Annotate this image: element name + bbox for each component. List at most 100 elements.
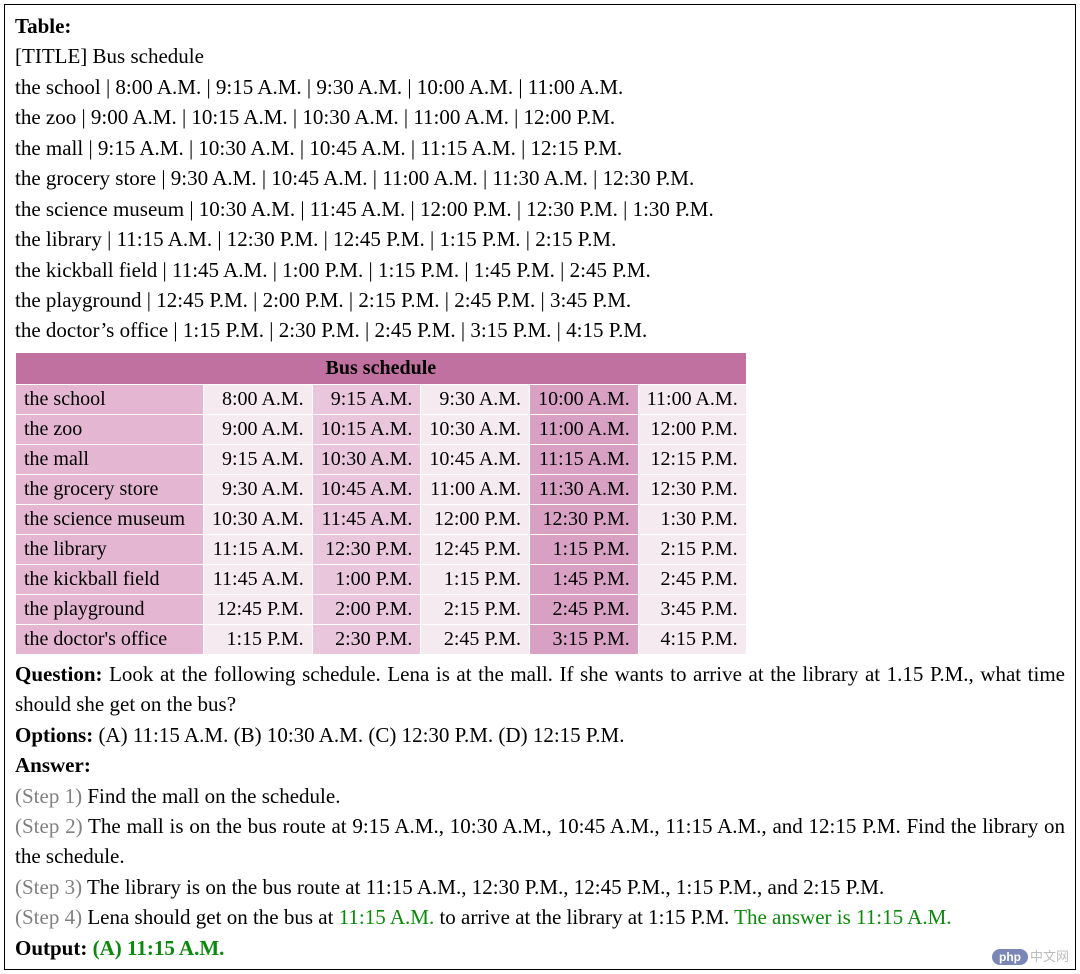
step-4: (Step 4) Lena should get on the bus at 1… [15, 902, 1065, 932]
table-row: the zoo9:00 A.M.10:15 A.M.10:30 A.M.11:0… [16, 414, 747, 444]
answer-label: Answer: [15, 750, 1065, 780]
table-time-cell: 11:45 A.M. [204, 564, 313, 594]
question-label: Question: [15, 662, 103, 686]
table-time-cell: 12:15 P.M. [638, 444, 746, 474]
schedule-table-wrap: Bus schedulethe school8:00 A.M.9:15 A.M.… [15, 352, 1065, 655]
step-label: (Step 3) [15, 875, 82, 899]
table-time-cell: 12:45 P.M. [421, 534, 530, 564]
table-location-cell: the playground [16, 594, 204, 624]
table-location-cell: the school [16, 384, 204, 414]
table-time-cell: 4:15 P.M. [638, 624, 746, 654]
table-time-cell: 9:00 A.M. [204, 414, 313, 444]
schedule-text-row: the school | 8:00 A.M. | 9:15 A.M. | 9:3… [15, 72, 1065, 102]
step-label: (Step 1) [15, 784, 82, 808]
question-text: Look at the following schedule. Lena is … [15, 662, 1065, 716]
step-text: Find the mall on the schedule. [82, 784, 340, 808]
table-time-cell: 3:45 P.M. [638, 594, 746, 624]
table-title: Bus schedule [16, 352, 747, 384]
output-line: Output: (A) 11:15 A.M. [15, 933, 1065, 963]
table-time-cell: 11:00 A.M. [421, 474, 530, 504]
document-frame: Table: [TITLE] Bus schedule the school |… [4, 4, 1076, 970]
step-text: The library is on the bus route at 11:15… [82, 875, 884, 899]
table-time-cell: 1:45 P.M. [530, 564, 639, 594]
answer-step: (Step 2) The mall is on the bus route at… [15, 811, 1065, 872]
table-time-cell: 9:15 A.M. [312, 384, 421, 414]
table-time-cell: 12:30 P.M. [638, 474, 746, 504]
table-row: the library11:15 A.M.12:30 P.M.12:45 P.M… [16, 534, 747, 564]
options-line: Options: (A) 11:15 A.M. (B) 10:30 A.M. (… [15, 720, 1065, 750]
table-label: Table: [15, 11, 1065, 41]
table-row: the kickball field11:45 A.M.1:00 P.M.1:1… [16, 564, 747, 594]
table-location-cell: the grocery store [16, 474, 204, 504]
question-line: Question: Look at the following schedule… [15, 659, 1065, 720]
options-text: (A) 11:15 A.M. (B) 10:30 A.M. (C) 12:30 … [93, 723, 624, 747]
table-time-cell: 12:00 P.M. [421, 504, 530, 534]
table-time-cell: 1:30 P.M. [638, 504, 746, 534]
table-time-cell: 1:15 P.M. [530, 534, 639, 564]
table-time-cell: 9:30 A.M. [421, 384, 530, 414]
table-time-cell: 11:00 A.M. [530, 414, 639, 444]
table-row: the science museum10:30 A.M.11:45 A.M.12… [16, 504, 747, 534]
table-location-cell: the mall [16, 444, 204, 474]
step4-p1: Lena should get on the bus at [82, 905, 339, 929]
table-time-cell: 12:30 P.M. [530, 504, 639, 534]
answer-step: (Step 1) Find the mall on the schedule. [15, 781, 1065, 811]
table-time-cell: 10:45 A.M. [421, 444, 530, 474]
step-text: The mall is on the bus route at 9:15 A.M… [15, 814, 1065, 868]
schedule-text-rows: the school | 8:00 A.M. | 9:15 A.M. | 9:3… [15, 72, 1065, 346]
table-time-cell: 2:45 P.M. [421, 624, 530, 654]
table-location-cell: the library [16, 534, 204, 564]
table-row: the grocery store9:30 A.M.10:45 A.M.11:0… [16, 474, 747, 504]
table-time-cell: 1:15 P.M. [204, 624, 313, 654]
watermark-badge: php [992, 949, 1028, 965]
step4-p2: to arrive at the library at 1:15 P.M. [434, 905, 734, 929]
step-label: (Step 4) [15, 905, 82, 929]
table-time-cell: 11:45 A.M. [312, 504, 421, 534]
table-time-cell: 9:30 A.M. [204, 474, 313, 504]
title-line: [TITLE] Bus schedule [15, 41, 1065, 71]
table-time-cell: 10:45 A.M. [312, 474, 421, 504]
step4-g2: The answer is 11:15 A.M. [734, 905, 951, 929]
answer-steps: (Step 1) Find the mall on the schedule.(… [15, 781, 1065, 903]
options-label: Options: [15, 723, 93, 747]
table-time-cell: 2:15 P.M. [638, 534, 746, 564]
table-row: the school8:00 A.M.9:15 A.M.9:30 A.M.10:… [16, 384, 747, 414]
schedule-text-row: the playground | 12:45 P.M. | 2:00 P.M. … [15, 285, 1065, 315]
table-time-cell: 2:30 P.M. [312, 624, 421, 654]
watermark: php中文网 [992, 946, 1069, 965]
table-time-cell: 12:00 P.M. [638, 414, 746, 444]
table-time-cell: 1:00 P.M. [312, 564, 421, 594]
step-label: (Step 2) [15, 814, 83, 838]
table-time-cell: 1:15 P.M. [421, 564, 530, 594]
schedule-text-row: the science museum | 10:30 A.M. | 11:45 … [15, 194, 1065, 224]
output-label: Output: [15, 936, 87, 960]
table-time-cell: 9:15 A.M. [204, 444, 313, 474]
table-time-cell: 12:45 P.M. [204, 594, 313, 624]
schedule-text-row: the grocery store | 9:30 A.M. | 10:45 A.… [15, 163, 1065, 193]
output-text: (A) 11:15 A.M. [87, 936, 224, 960]
step4-g1: 11:15 A.M. [339, 905, 434, 929]
table-time-cell: 10:15 A.M. [312, 414, 421, 444]
table-time-cell: 3:15 P.M. [530, 624, 639, 654]
table-time-cell: 10:00 A.M. [530, 384, 639, 414]
table-time-cell: 11:00 A.M. [638, 384, 746, 414]
schedule-text-row: the library | 11:15 A.M. | 12:30 P.M. | … [15, 224, 1065, 254]
schedule-table: Bus schedulethe school8:00 A.M.9:15 A.M.… [15, 352, 747, 655]
table-time-cell: 12:30 P.M. [312, 534, 421, 564]
schedule-text-row: the mall | 9:15 A.M. | 10:30 A.M. | 10:4… [15, 133, 1065, 163]
table-row: the doctor's office1:15 P.M.2:30 P.M.2:4… [16, 624, 747, 654]
table-time-cell: 10:30 A.M. [421, 414, 530, 444]
table-time-cell: 2:00 P.M. [312, 594, 421, 624]
table-time-cell: 2:45 P.M. [638, 564, 746, 594]
table-time-cell: 10:30 A.M. [204, 504, 313, 534]
table-location-cell: the kickball field [16, 564, 204, 594]
table-time-cell: 8:00 A.M. [204, 384, 313, 414]
table-row: the playground12:45 P.M.2:00 P.M.2:15 P.… [16, 594, 747, 624]
answer-step: (Step 3) The library is on the bus route… [15, 872, 1065, 902]
table-time-cell: 2:45 P.M. [530, 594, 639, 624]
watermark-text: 中文网 [1030, 949, 1069, 964]
schedule-text-row: the kickball field | 11:45 A.M. | 1:00 P… [15, 255, 1065, 285]
table-location-cell: the doctor's office [16, 624, 204, 654]
table-time-cell: 11:15 A.M. [530, 444, 639, 474]
table-time-cell: 10:30 A.M. [312, 444, 421, 474]
